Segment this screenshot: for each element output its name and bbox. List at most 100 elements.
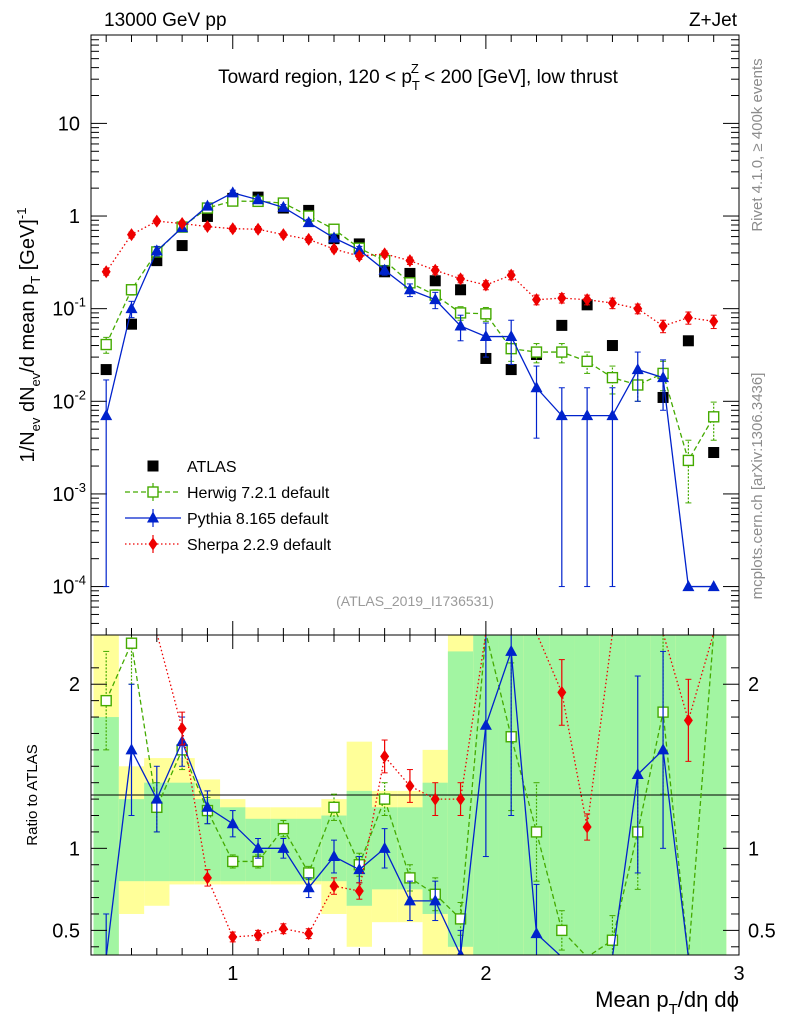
ratio-point [430, 792, 440, 806]
data-point [177, 217, 187, 231]
data-point [101, 265, 111, 279]
series-pythia [100, 186, 720, 592]
legend-label: Sherpa 2.2.9 default [187, 537, 332, 554]
data-point [100, 364, 112, 376]
chart-title: Toward region, 120 < pTZ < 200 [GeV], lo… [218, 61, 619, 93]
ratio-series-pythia [103, 635, 689, 955]
ratio-point [125, 637, 138, 649]
y-axis-title-part2: dN [17, 386, 39, 417]
ratio-point [556, 924, 568, 937]
data-point [709, 314, 719, 328]
legend-label: Pythia 8.165 default [187, 511, 329, 528]
data-point [152, 214, 162, 228]
ratio-uncertainty-band [93, 635, 727, 955]
process-label: Z+Jet [689, 10, 738, 31]
ratio-point [405, 779, 415, 793]
legend-marker [148, 537, 158, 551]
data-point [606, 371, 619, 384]
x-axis-title-part2: /dη dϕ [678, 987, 739, 1012]
x-tick-label: 3 [733, 963, 744, 985]
ratio-point [304, 927, 314, 941]
data-point [176, 240, 188, 252]
data-point [606, 340, 618, 352]
data-point [403, 283, 416, 295]
data-point [480, 352, 492, 364]
ratio-point [353, 863, 366, 875]
data-point [226, 186, 239, 198]
data-point [683, 311, 693, 325]
data-point [708, 447, 720, 459]
ratio-point [456, 792, 466, 806]
legend-marker [147, 486, 159, 498]
ratio-tick-label-right: 1 [748, 838, 759, 860]
data-point [125, 284, 138, 296]
data-point [405, 254, 415, 268]
data-point [278, 228, 288, 242]
data-point [581, 355, 593, 368]
ratio-point [328, 850, 340, 862]
data-point [253, 222, 263, 236]
data-point [557, 291, 567, 305]
ratio-point [505, 644, 518, 656]
data-point [456, 272, 466, 286]
ratio-point [354, 884, 364, 898]
data-point [127, 228, 136, 242]
data-point [657, 371, 670, 383]
chart-title-pre: Toward region, 120 < p [218, 67, 412, 88]
series-line [105, 200, 715, 463]
data-point [329, 242, 339, 256]
data-point [532, 293, 541, 307]
data-point [252, 193, 265, 205]
data-point [707, 580, 720, 592]
legend: ATLAS Herwig 7.2.1 default Pythia 8.165 de… [125, 459, 332, 554]
data-point [430, 263, 440, 277]
data-point [302, 216, 315, 228]
data-point [682, 580, 695, 592]
data-point [505, 330, 518, 342]
data-point [304, 232, 314, 246]
data-point [201, 210, 213, 222]
y-tick-label-base: 10 [58, 113, 80, 135]
ratio-point [100, 694, 112, 707]
data-point [481, 278, 491, 292]
ratio-series-sherpa [156, 635, 714, 944]
data-point [150, 244, 163, 256]
ratio-point [277, 822, 290, 835]
ratio-point [380, 749, 390, 763]
data-point [682, 335, 694, 347]
data-point [581, 409, 594, 421]
band-inner-segment [169, 782, 195, 882]
ratio-point [150, 792, 163, 804]
ratio-point [228, 930, 238, 944]
ratio-point [125, 743, 138, 755]
y-tick-label: 1 [69, 206, 80, 228]
legend-label: ATLAS [187, 459, 237, 476]
ratio-series-layer [100, 635, 715, 955]
y-axis-title-sub1: ev [28, 417, 43, 431]
data-point [378, 263, 391, 275]
x-tick-label: 2 [480, 963, 491, 985]
ratio-point [177, 722, 187, 736]
ratio-point [378, 793, 391, 805]
y-axis-title-sup4: -1 [14, 208, 29, 220]
data-point [658, 319, 668, 333]
ratio-point [530, 927, 543, 939]
y-axis-title-part1: 1/N [17, 431, 39, 462]
data-point [479, 330, 492, 342]
ratio-point [302, 881, 315, 893]
data-point [454, 319, 467, 331]
y-axis-title-part4: [GeV] [17, 219, 39, 276]
ratio-point [479, 718, 492, 730]
ratio-point [429, 894, 442, 906]
data-point [228, 222, 238, 236]
data-point [606, 409, 619, 421]
ratio-point [226, 817, 239, 829]
data-point [227, 195, 239, 207]
data-point [530, 346, 543, 358]
y-tick-label-base: 1 [69, 206, 80, 228]
data-point [607, 296, 617, 310]
y-tick-label-base: 10 [52, 577, 74, 599]
data-point [707, 411, 720, 423]
mcplots-label: mcplots.cern.ch [arXiv:1306.3436] [749, 373, 766, 600]
y-tick-label-base: 10 [52, 484, 74, 506]
